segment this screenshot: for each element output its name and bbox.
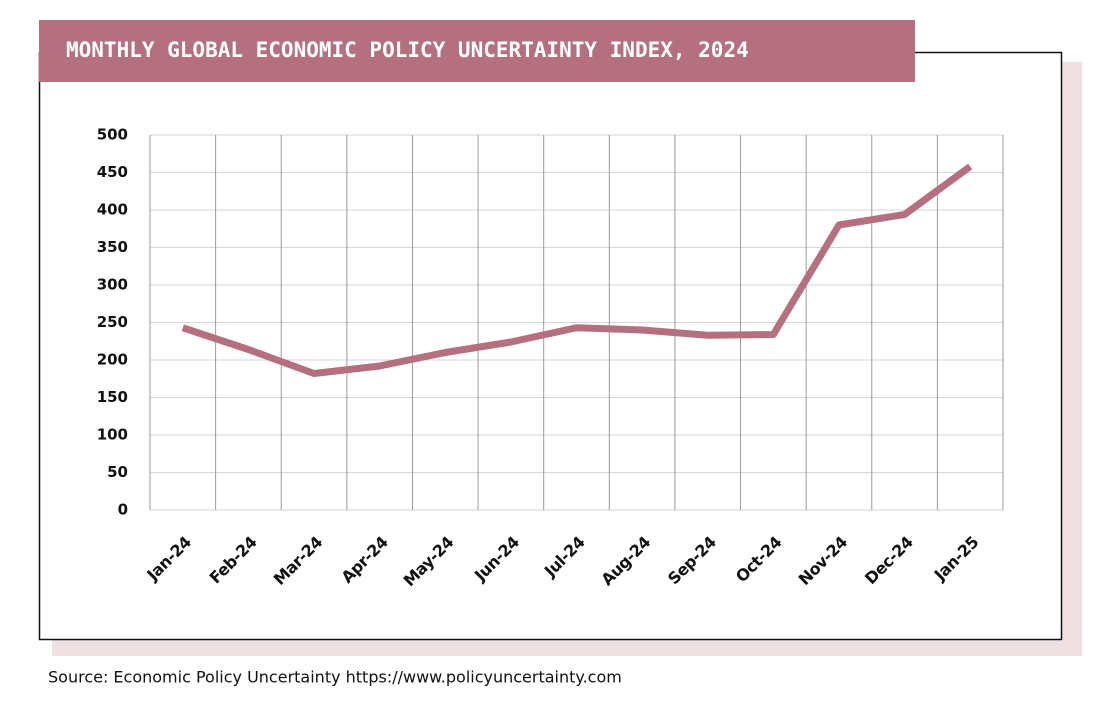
- y-tick-label: 500: [97, 126, 128, 144]
- y-tick-label: 50: [107, 463, 128, 481]
- card: [38, 51, 1063, 641]
- data-line: [181, 163, 973, 377]
- y-tick-label: 400: [97, 201, 128, 219]
- y-tick-label: 100: [97, 426, 128, 444]
- y-tick-label: 200: [97, 351, 128, 369]
- y-tick-label: 0: [118, 501, 128, 519]
- title-banner: [39, 20, 915, 82]
- y-tick-label: 250: [97, 313, 128, 331]
- y-tick-label: 350: [97, 238, 128, 256]
- chart-title: MONTHLY GLOBAL ECONOMIC POLICY UNCERTAIN…: [66, 38, 749, 62]
- y-tick-label: 150: [97, 388, 128, 406]
- y-tick-label: 300: [97, 276, 128, 294]
- y-tick-label: 450: [97, 163, 128, 181]
- source-note: Source: Economic Policy Uncertainty http…: [48, 668, 622, 687]
